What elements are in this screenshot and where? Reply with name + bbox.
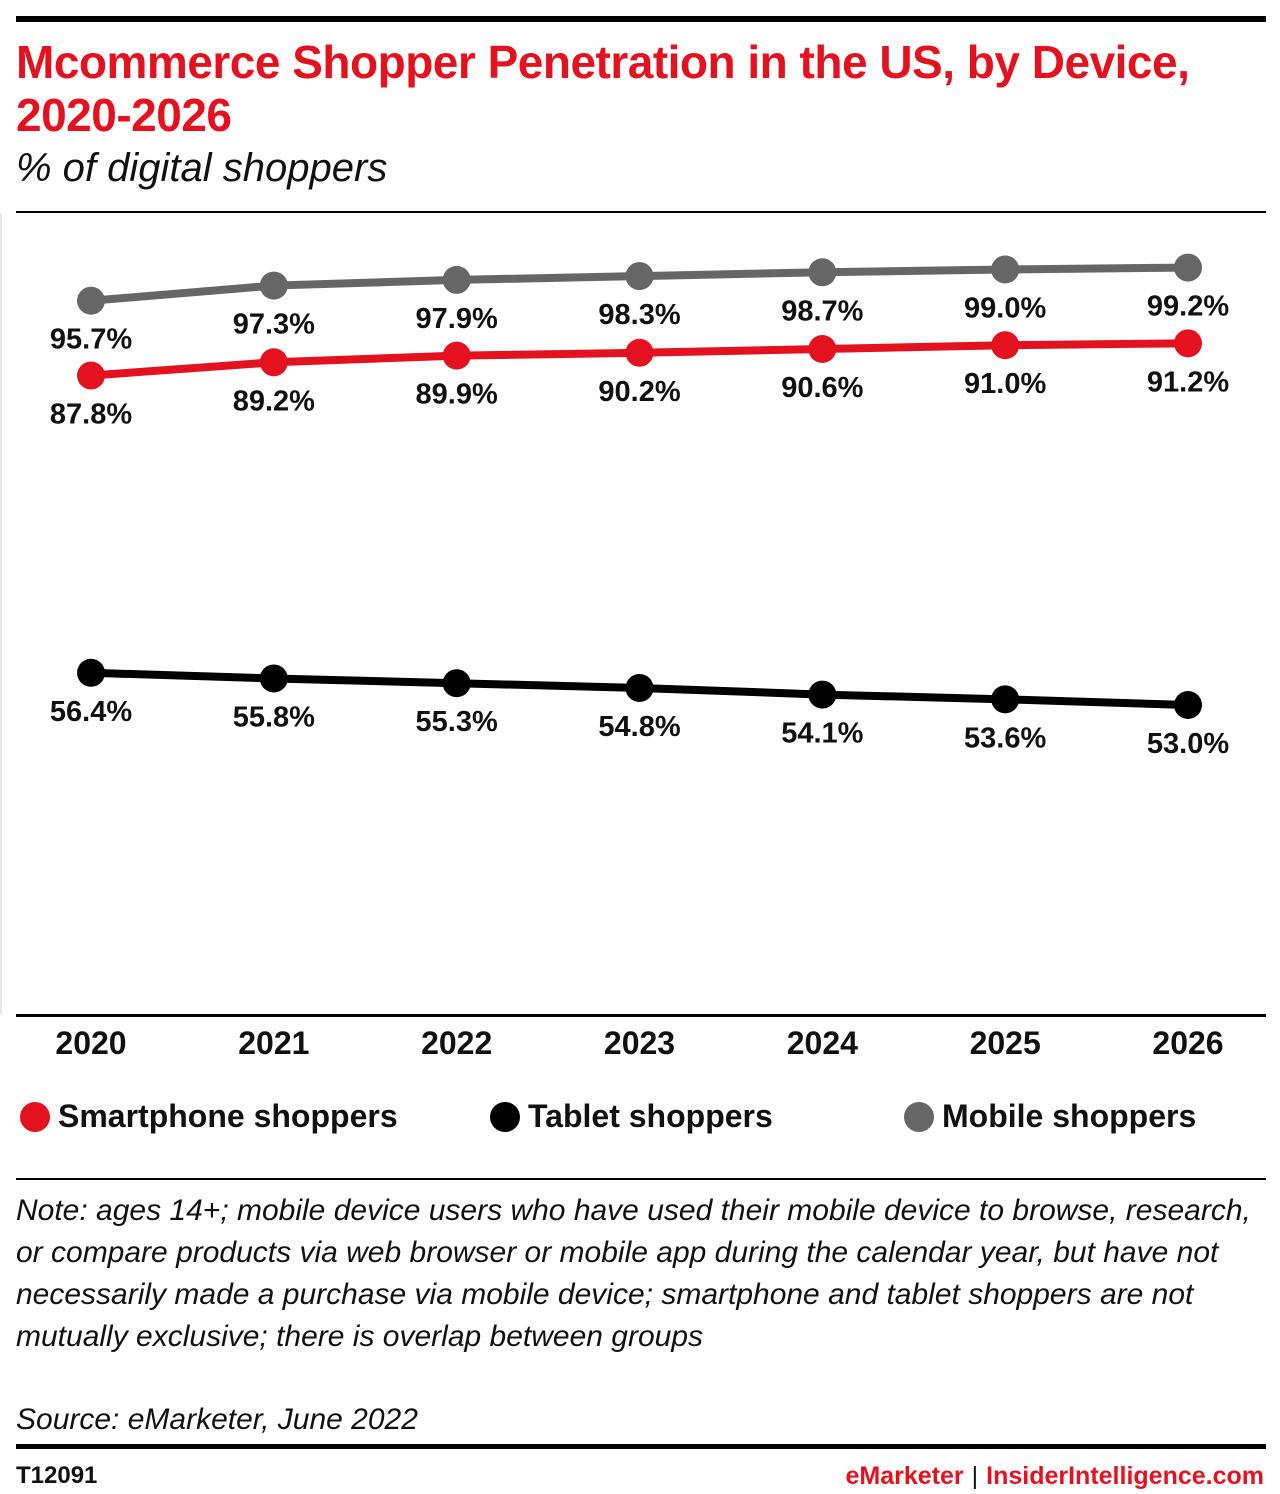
- data-point-smartphone-shoppers-2022: [442, 341, 471, 370]
- legend-swatch: [20, 1101, 50, 1132]
- data-point-mobile-shoppers-2021: [259, 271, 288, 300]
- data-label-mobile-shoppers-2021: 97.3%: [233, 309, 315, 341]
- data-label-mobile-shoppers-2026: 99.2%: [1147, 291, 1229, 323]
- x-axis-line: [16, 1014, 1266, 1017]
- data-label-smartphone-shoppers-2023: 90.2%: [598, 376, 680, 408]
- legend: Smartphone shoppers Tablet shoppers Mobile…: [0, 1098, 1280, 1142]
- footnote: Note: ages 14+; mobile device users who …: [16, 1194, 1251, 1353]
- data-point-smartphone-shoppers-2025: [991, 331, 1020, 360]
- brand-insider-intelligence: InsiderIntelligence.com: [986, 1462, 1264, 1490]
- legend-item-tablet-shoppers: Tablet shoppers: [490, 1098, 773, 1135]
- data-label-mobile-shoppers-2025: 99.0%: [964, 292, 1046, 324]
- series-smartphone-shoppers: 87.8% 89.2% 89.9% 90.2% 90.6% 91.0% 91.2%: [50, 329, 1229, 431]
- brand-separator: |: [971, 1462, 979, 1490]
- footer-rule: [16, 1444, 1266, 1449]
- data-point-smartphone-shoppers-2023: [625, 338, 654, 367]
- x-tick-2025: 2025: [970, 1025, 1041, 1061]
- data-point-tablet-shoppers-2022: [442, 669, 471, 698]
- data-point-smartphone-shoppers-2020: [77, 361, 105, 390]
- x-tick-2023: 2023: [604, 1025, 675, 1061]
- chart-title: Mcommerce Shopper Penetration in the US,…: [16, 36, 1190, 141]
- legend-label: Mobile shoppers: [942, 1098, 1197, 1134]
- legend-item-mobile-shoppers: Mobile shoppers: [904, 1098, 1196, 1135]
- data-label-tablet-shoppers-2022: 55.3%: [416, 706, 498, 738]
- data-point-mobile-shoppers-2026: [1174, 253, 1202, 282]
- data-point-smartphone-shoppers-2024: [808, 335, 837, 363]
- chart-subtitle: % of digital shoppers: [16, 146, 388, 190]
- x-tick-2022: 2022: [421, 1025, 492, 1061]
- data-label-mobile-shoppers-2023: 98.3%: [598, 299, 680, 331]
- data-point-tablet-shoppers-2020: [77, 658, 105, 687]
- branding: eMarketer | InsiderIntelligence.com: [846, 1462, 1265, 1491]
- top-rule: [16, 16, 1266, 22]
- data-point-smartphone-shoppers-2026: [1174, 329, 1202, 358]
- legend-swatch: [904, 1101, 934, 1132]
- x-tick-2026: 2026: [1152, 1025, 1223, 1061]
- data-label-mobile-shoppers-2024: 98.7%: [781, 295, 863, 327]
- data-label-tablet-shoppers-2025: 53.6%: [964, 722, 1046, 754]
- data-label-tablet-shoppers-2023: 54.8%: [598, 711, 680, 743]
- data-point-mobile-shoppers-2025: [991, 255, 1020, 284]
- data-point-mobile-shoppers-2023: [625, 262, 654, 291]
- data-label-mobile-shoppers-2020: 95.7%: [50, 324, 132, 356]
- title-divider: [16, 211, 1266, 213]
- data-point-mobile-shoppers-2024: [808, 258, 837, 287]
- source-note: Source: eMarketer, June 2022: [16, 1403, 418, 1436]
- data-label-tablet-shoppers-2020: 56.4%: [50, 696, 132, 728]
- data-point-smartphone-shoppers-2021: [259, 348, 288, 377]
- data-point-tablet-shoppers-2021: [259, 664, 288, 693]
- data-label-smartphone-shoppers-2025: 91.0%: [964, 368, 1046, 400]
- data-label-smartphone-shoppers-2024: 90.6%: [781, 372, 863, 404]
- legend-item-smartphone-shoppers: Smartphone shoppers: [20, 1098, 398, 1135]
- x-tick-2020: 2020: [55, 1025, 126, 1061]
- data-point-mobile-shoppers-2020: [77, 286, 105, 315]
- legend-label: Tablet shoppers: [528, 1098, 773, 1134]
- data-label-tablet-shoppers-2021: 55.8%: [233, 701, 315, 733]
- data-point-tablet-shoppers-2026: [1174, 691, 1202, 719]
- legend-divider: [16, 1178, 1266, 1180]
- legend-label: Smartphone shoppers: [58, 1098, 398, 1134]
- data-label-tablet-shoppers-2026: 53.0%: [1147, 728, 1229, 760]
- series-mobile-shoppers: 95.7% 97.3% 97.9% 98.3% 98.7% 99.0% 99.2%: [50, 253, 1229, 356]
- data-label-smartphone-shoppers-2026: 91.2%: [1147, 366, 1229, 398]
- chart-id: T12091: [16, 1462, 98, 1489]
- data-label-mobile-shoppers-2022: 97.9%: [416, 303, 498, 335]
- x-tick-2024: 2024: [787, 1025, 858, 1061]
- data-point-tablet-shoppers-2024: [808, 680, 837, 709]
- data-label-smartphone-shoppers-2022: 89.9%: [416, 379, 498, 411]
- data-point-tablet-shoppers-2023: [625, 673, 654, 702]
- x-tick-2021: 2021: [238, 1025, 309, 1061]
- legend-swatch: [490, 1101, 520, 1132]
- brand-emarketer: eMarketer: [845, 1462, 964, 1490]
- plot-left-edge: [0, 213, 2, 1014]
- data-point-mobile-shoppers-2022: [442, 265, 471, 294]
- data-label-smartphone-shoppers-2021: 89.2%: [233, 385, 315, 417]
- data-label-tablet-shoppers-2024: 54.1%: [781, 718, 863, 750]
- series-tablet-shoppers: 56.4% 55.8% 55.3% 54.8% 54.1% 53.6% 53.0%: [50, 658, 1229, 760]
- data-label-smartphone-shoppers-2020: 87.8%: [50, 399, 132, 431]
- data-point-tablet-shoppers-2025: [991, 685, 1020, 714]
